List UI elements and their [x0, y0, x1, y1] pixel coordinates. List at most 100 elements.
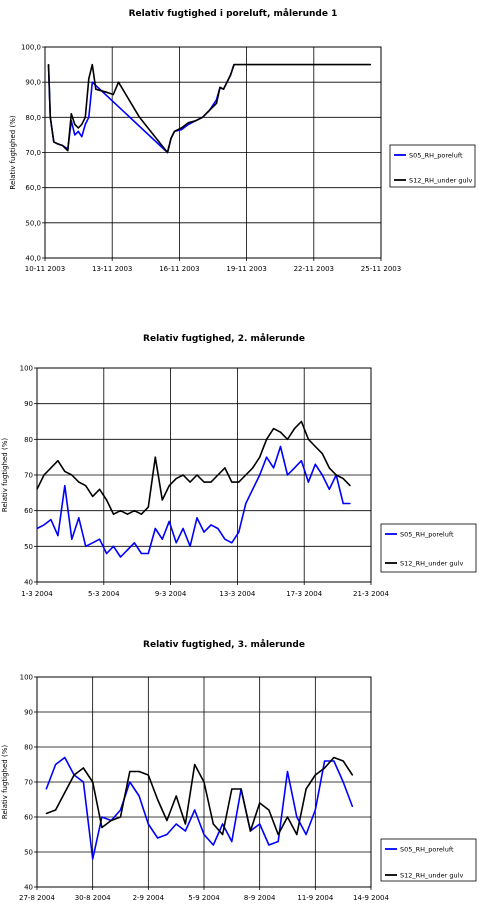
series-s05 [36, 445, 351, 558]
data-point [219, 86, 221, 88]
data-point [106, 499, 108, 501]
y-tick-label: 90 [24, 709, 33, 717]
y-axis-label: Relativ fugtighed (%) [9, 115, 17, 189]
legend-entry: S12_RH_under gulv [409, 177, 472, 185]
data-point [88, 78, 90, 80]
data-point [53, 141, 55, 143]
data-point [36, 527, 38, 530]
data-point [64, 485, 66, 487]
data-point [147, 774, 149, 776]
data-point [286, 816, 289, 818]
legend-box [380, 838, 477, 882]
data-point [73, 774, 75, 776]
data-point [293, 428, 296, 430]
series-s12 [36, 420, 351, 516]
data-point [47, 64, 50, 66]
data-point [184, 830, 186, 832]
data-point [133, 510, 135, 512]
data-point [349, 485, 351, 487]
y-tick-label: 90 [24, 400, 33, 408]
data-point [88, 116, 90, 118]
data-point [305, 788, 307, 790]
data-point [300, 460, 302, 462]
data-point [333, 760, 335, 762]
data-point [203, 481, 205, 483]
data-point [231, 788, 233, 790]
data-point [154, 456, 156, 458]
data-point [321, 474, 323, 476]
x-tick-label: 17-3 2004 [286, 590, 322, 598]
data-point [170, 137, 172, 139]
data-point [154, 527, 156, 530]
data-point [157, 798, 159, 801]
data-point [106, 552, 108, 555]
data-point [314, 774, 316, 776]
x-tick-label: 21-3 2004 [353, 590, 389, 598]
legend: S05_RH_poreluft S12_RH_under gulv [380, 838, 477, 882]
data-point [50, 467, 52, 469]
data-point [85, 485, 87, 487]
data-point [101, 816, 103, 818]
data-point [305, 833, 307, 836]
data-point [273, 428, 275, 430]
legend-entry: S12_RH_under gulv [400, 560, 463, 568]
data-point [252, 488, 254, 490]
data-point [107, 92, 109, 94]
data-point [175, 795, 177, 797]
data-point [82, 781, 84, 783]
data-point [184, 823, 186, 825]
data-point [56, 143, 58, 145]
data-point [64, 756, 66, 759]
chart-3: Relativ fugtighed, 3. målerunde 40 50 60 70 8… [1, 639, 477, 902]
data-point [233, 64, 235, 66]
data-point [180, 129, 183, 131]
data-point [101, 826, 103, 829]
data-point [300, 420, 302, 423]
data-point [236, 64, 239, 66]
y-tick-label: 60 [24, 507, 33, 515]
data-point [119, 809, 122, 811]
data-point [147, 823, 149, 825]
series-s12 [47, 63, 372, 154]
x-tick-label: 5-3 2004 [88, 590, 120, 598]
data-point [168, 485, 170, 487]
data-point [126, 549, 129, 551]
data-point [43, 524, 45, 526]
series-line [36, 420, 351, 516]
data-point [119, 556, 122, 558]
x-tick-label: 16-11 2003 [159, 265, 199, 273]
legend: S05_RH_poreluft S12_RH_under gulv [380, 523, 477, 573]
data-point [84, 123, 86, 125]
data-point [210, 524, 212, 526]
x-tick-label: 1-3 2004 [21, 590, 53, 598]
data-point [112, 513, 115, 515]
data-point [224, 467, 226, 469]
data-point [92, 858, 94, 860]
data-point [140, 513, 142, 515]
y-tick-label: 100,0 [21, 44, 41, 52]
series-line [47, 63, 371, 154]
data-point [84, 116, 86, 118]
x-tick-label: 5-9 2004 [188, 894, 220, 902]
legend-entry: S05_RH_poreluft [400, 531, 454, 539]
data-point [338, 64, 340, 66]
x-tick-label: 13-11 2003 [92, 265, 132, 273]
data-point [36, 488, 38, 490]
y-tick-label: 80 [24, 744, 33, 752]
data-point [126, 513, 129, 515]
x-tick-label: 11-9 2004 [297, 894, 333, 902]
data-point [217, 527, 219, 530]
data-point [95, 88, 97, 90]
chart-2: Relativ fugtighed, 2. målerunde 40 50 60 70 8… [1, 333, 477, 598]
data-point [196, 474, 198, 476]
data-point [81, 136, 83, 138]
data-point [161, 538, 163, 540]
series-line [46, 756, 354, 836]
data-point [55, 763, 57, 766]
chart-1: Relativ fugtighed i poreluft, målerunde … [9, 8, 476, 273]
y-tick-label: 60 [24, 814, 33, 822]
y-tick-label: 70 [24, 472, 33, 480]
legend: S05_RH_poreluft S12_RH_under gulv [389, 144, 476, 188]
data-point [138, 770, 140, 773]
data-point [112, 545, 115, 547]
